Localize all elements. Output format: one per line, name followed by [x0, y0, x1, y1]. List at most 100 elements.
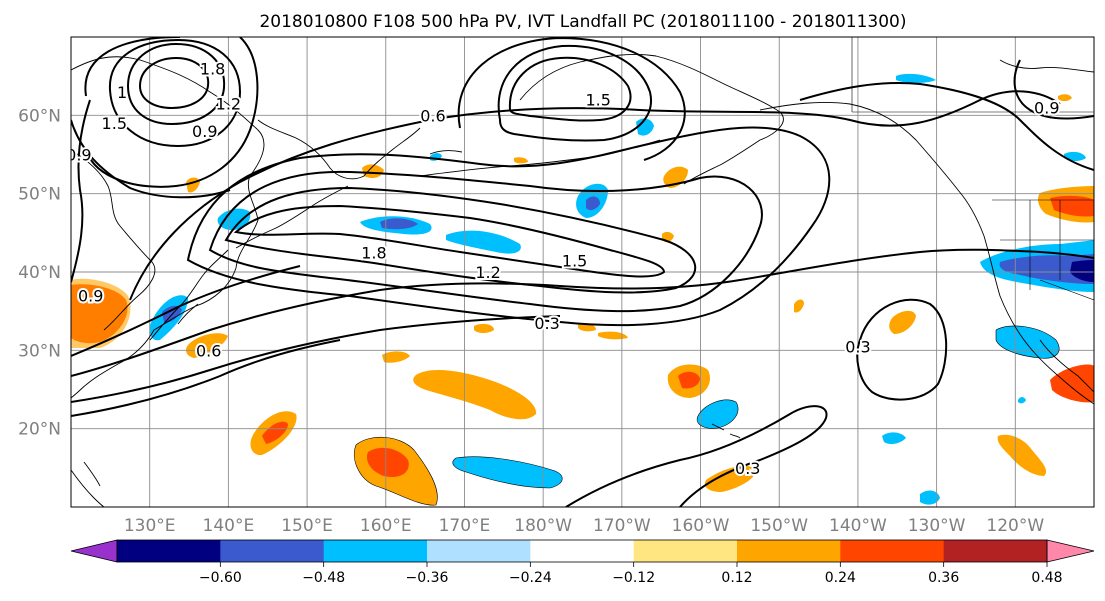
positive-anomaly-small-4	[598, 331, 628, 340]
pv-contour-1.5-jet	[224, 186, 697, 294]
pv-contour-0.6-jet	[129, 90, 1061, 301]
colorbar-tick-label: −0.48	[302, 570, 345, 586]
asia-coastline	[71, 56, 265, 399]
map-panel: 1.5 1.8 1.2 0.3 1.5 0.6 0.3 0.6 0.3 0.9 0.9 0.9 1.5 1…	[66, 37, 1094, 507]
x-tick-label: 170°W	[593, 516, 651, 536]
colorbar-tick-label: −0.36	[406, 570, 449, 586]
pv-contour-low-center-5	[71, 119, 231, 199]
positive-anomaly-165e-core	[366, 447, 409, 478]
y-tick-label: 30°N	[18, 341, 61, 361]
x-tick-label: 150°E	[281, 516, 333, 536]
pv-contour-low-center-2	[126, 42, 226, 126]
contour-label: 1	[117, 83, 127, 102]
colorbar-segment	[117, 540, 221, 562]
hudson-bay-coastline	[999, 59, 1094, 73]
colorbar-segment	[737, 540, 841, 562]
negative-anomaly-small-2	[920, 490, 940, 505]
colorbar-tick-label: −0.12	[612, 570, 655, 586]
positive-anomaly-west-pacific-rim	[71, 278, 131, 348]
pv-contour-0.3-south	[71, 248, 1094, 377]
contour-label: 1.5	[586, 91, 611, 110]
contour-labels-layer: 1.5 1.8 1.2 0.3 1.5 0.6 0.3 0.6 0.3 0.9 0.9 0.9 1.5 1…	[66, 57, 1062, 480]
pv-contour-0.3-nw	[71, 99, 91, 283]
positive-anomaly-135w	[889, 310, 916, 334]
x-tick-label: 140°W	[829, 516, 887, 536]
x-tick-label: 150°W	[750, 516, 808, 536]
colorbar-segment	[943, 540, 1048, 562]
positive-anomaly-baja	[1050, 364, 1094, 403]
contour-label: 0.9	[66, 146, 91, 165]
x-tick-label: 180°W	[514, 516, 572, 536]
positive-anomaly-small-8	[794, 299, 804, 313]
colorbar-segment	[427, 540, 531, 562]
mexico-coastline	[1039, 339, 1094, 393]
political-borders	[851, 37, 1094, 301]
contour-label: 0.6	[420, 106, 445, 125]
contour-label: 0.9	[78, 287, 103, 306]
contour-label: 0.9	[1034, 99, 1059, 118]
positive-anomaly-small-10	[514, 157, 528, 164]
negative-anomaly-small-3	[896, 73, 936, 83]
pv-contour-1.8-jet	[233, 204, 666, 278]
colorbar-extend-high	[1046, 539, 1095, 563]
positive-anomaly-170e	[413, 369, 537, 420]
pv-contour-0.9-bering	[457, 37, 686, 161]
colorbar-segment	[323, 540, 428, 562]
positive-anomaly-small-11	[1058, 94, 1072, 102]
negative-anomaly-155w	[697, 399, 738, 429]
positive-anomaly-155w-south	[704, 465, 757, 492]
positive-anomaly-small-3	[578, 323, 596, 332]
y-tick-label: 50°N	[18, 185, 61, 205]
contour-label: 1.2	[475, 263, 500, 282]
colorbar-segment	[220, 540, 325, 562]
shaded-anomalies	[71, 73, 1094, 506]
contour-label: 1.8	[200, 59, 225, 78]
anomaly-outline-165e	[354, 436, 438, 506]
pv-contour-low-center-1	[138, 56, 210, 110]
negative-anomaly-170e-south	[452, 456, 563, 488]
colorbar-extend-low	[70, 539, 118, 563]
colorbar-segment	[840, 540, 945, 562]
negative-anomaly-175w-core	[586, 196, 600, 211]
contour-label: 1.5	[562, 251, 587, 270]
axis-tick-labels: 130°E 140°E 150°E 160°E 170°E 180°W 170°W 160°W…	[18, 106, 1044, 536]
alaska-gulf-coastline	[759, 101, 1094, 405]
negative-anomaly-small-4	[1064, 151, 1086, 161]
positive-anomaly-small-2	[474, 323, 494, 333]
pv-contour-0.3-closed-140w	[856, 298, 948, 401]
colorbar-tick-label: 0.36	[928, 570, 959, 586]
anomaly-outline-125w	[995, 325, 1060, 359]
contour-label: 1.5	[102, 114, 127, 133]
x-tick-label: 160°W	[672, 516, 730, 536]
x-tick-label: 170°E	[439, 516, 491, 536]
pv-contour-east-trough	[1013, 59, 1094, 120]
negative-anomaly-japan-sea	[217, 208, 251, 230]
positive-anomaly-small-7	[362, 164, 384, 178]
y-tick-label: 60°N	[18, 106, 61, 126]
x-tick-label: 120°W	[986, 516, 1044, 536]
colorbar-tick-label: 0.48	[1031, 570, 1062, 586]
positive-anomaly-small-1	[382, 351, 410, 363]
negative-anomaly-small-6	[1018, 397, 1026, 404]
kamchatka-coastline	[257, 119, 421, 180]
colorbar-segment	[530, 540, 635, 562]
contour-label: 1.8	[361, 243, 386, 262]
colorbar-tick-label: −0.24	[509, 570, 552, 586]
state-borders	[1000, 200, 1094, 301]
colorbar-frame	[116, 539, 1048, 563]
x-tick-label: 130°E	[124, 516, 176, 536]
contour-label: 0.3	[534, 314, 559, 333]
pv-contour-1.2-bering	[497, 44, 652, 142]
positive-anomaly-west-coast-core	[1050, 195, 1094, 217]
contour-label: 0.6	[196, 341, 221, 360]
negative-anomaly-small-1	[882, 432, 906, 445]
negative-anomaly-jet-west-core	[380, 218, 418, 230]
kuril-islands	[235, 185, 349, 249]
pv-contour-east-ridge	[799, 81, 1094, 171]
y-tick-label: 20°N	[18, 420, 61, 440]
x-tick-label: 160°E	[360, 516, 412, 536]
coastlines	[71, 53, 1094, 507]
anomaly-outline-155w	[696, 399, 739, 429]
hawaiian-islands	[711, 423, 741, 439]
